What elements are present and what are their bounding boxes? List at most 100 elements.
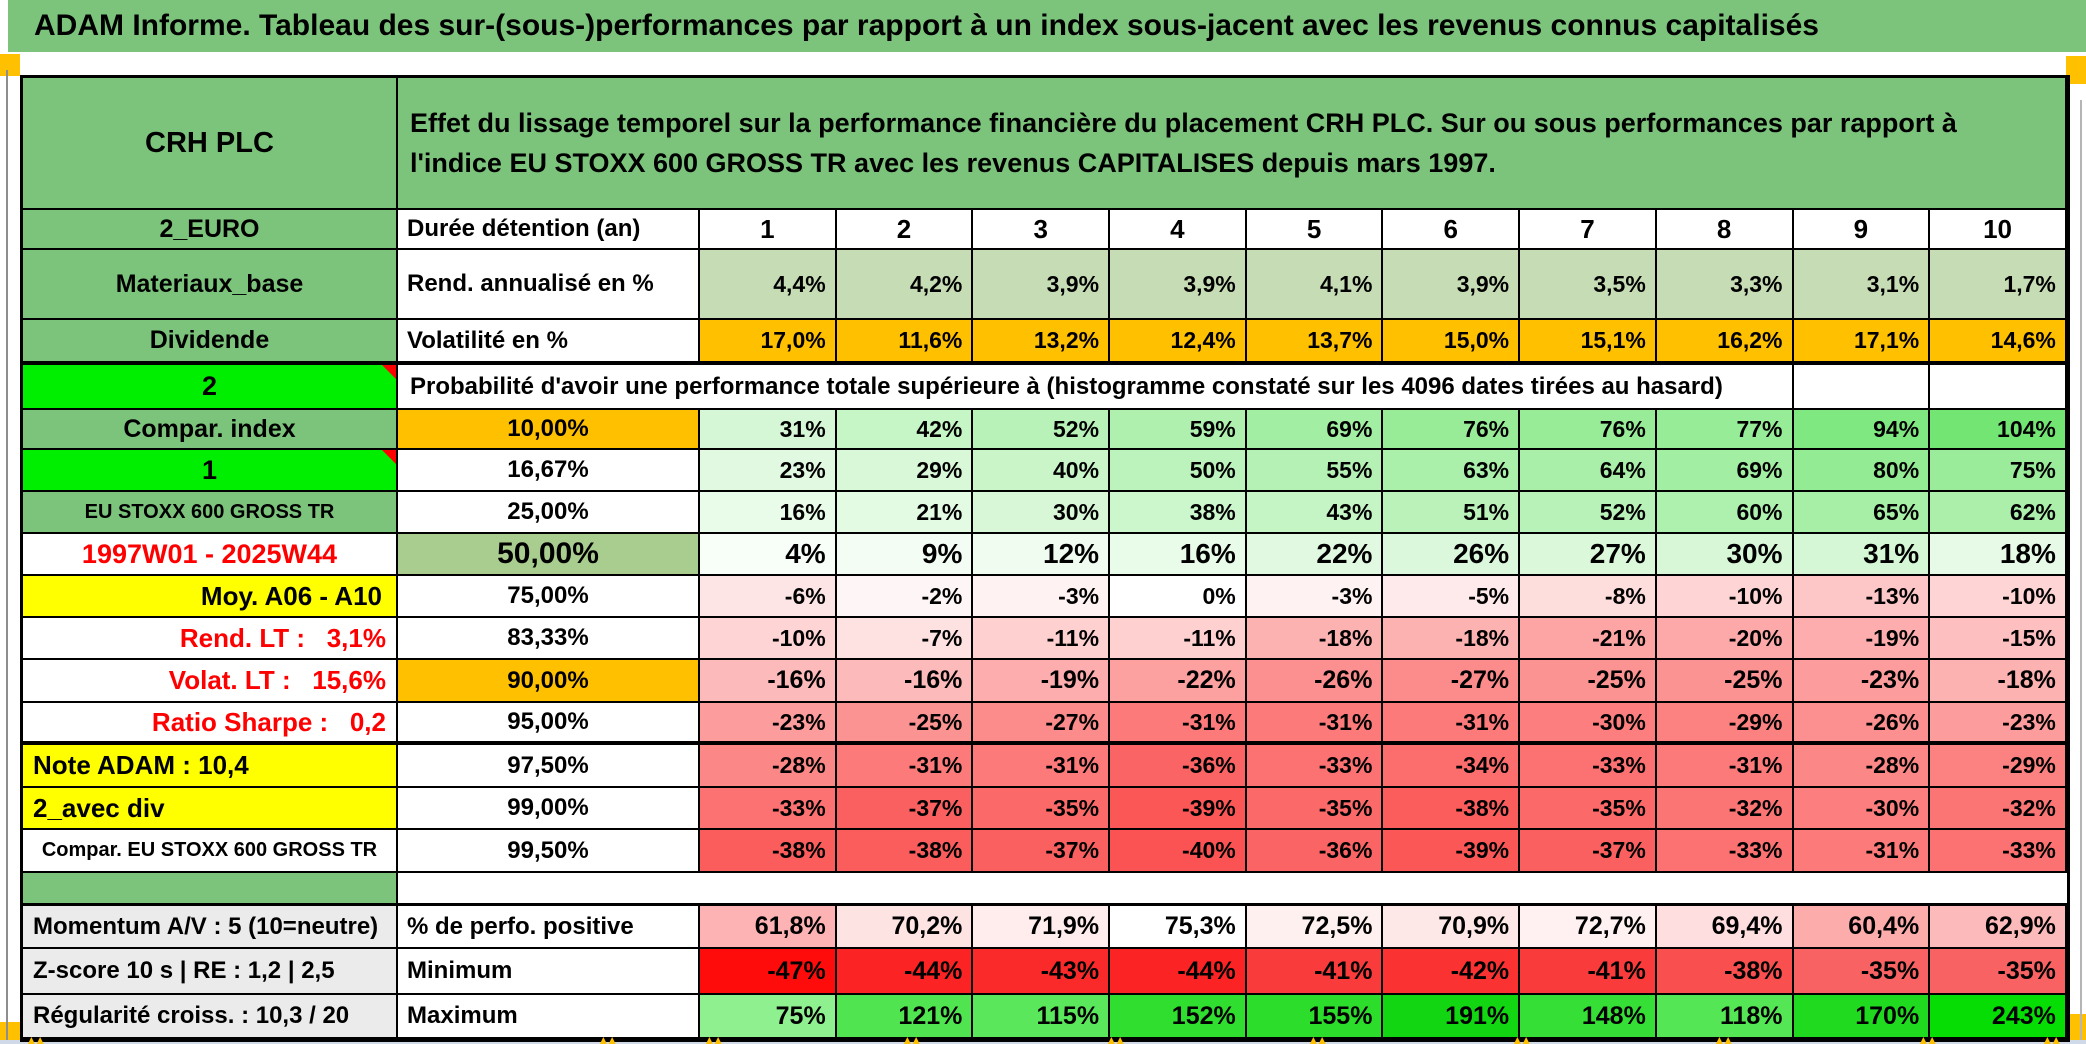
cell-p10-c2[interactable]: 42%: [836, 410, 974, 450]
cell-duree-c2[interactable]: 2: [836, 210, 974, 250]
cell-p90-c7[interactable]: -25%: [1520, 660, 1657, 703]
cell-p25-c1[interactable]: 16%: [700, 492, 837, 534]
cell-p97-c3[interactable]: -31%: [973, 745, 1111, 788]
cell-p10-c10[interactable]: 104%: [1930, 410, 2067, 450]
cell-p50-c3[interactable]: 12%: [973, 534, 1111, 576]
cell-volat-label[interactable]: Dividende: [23, 320, 398, 365]
cell-min-c3[interactable]: -43%: [973, 949, 1111, 995]
cell-p995-c1[interactable]: -38%: [700, 830, 837, 873]
cell-duree-c3[interactable]: 3: [973, 210, 1111, 250]
cell-rend-c4[interactable]: 3,9%: [1110, 250, 1247, 320]
cell-p25-c8[interactable]: 60%: [1656, 492, 1794, 534]
cell-min-c2[interactable]: -44%: [836, 949, 974, 995]
cell-p10-c7[interactable]: 76%: [1520, 410, 1657, 450]
cell-p75-c1[interactable]: -6%: [700, 576, 837, 618]
cell-p95-c6[interactable]: -31%: [1383, 703, 1521, 745]
cell-p95-sublabel[interactable]: 95,00%: [398, 703, 700, 745]
cell-p50-c2[interactable]: 9%: [836, 534, 974, 576]
cell-p97-c7[interactable]: -33%: [1520, 745, 1657, 788]
cell-p83-label[interactable]: Rend. LT : 3,1%: [23, 618, 398, 660]
cell-p50-c6[interactable]: 26%: [1383, 534, 1521, 576]
cell-p10-c1[interactable]: 31%: [700, 410, 837, 450]
cell-duree-c6[interactable]: 6: [1383, 210, 1521, 250]
cell-min-c7[interactable]: -41%: [1520, 949, 1657, 995]
cell-p25-c6[interactable]: 51%: [1383, 492, 1521, 534]
cell-p83-c3[interactable]: -11%: [973, 618, 1111, 660]
cell-volat-c7[interactable]: 15,1%: [1520, 320, 1657, 365]
cell-p25-c10[interactable]: 62%: [1930, 492, 2067, 534]
cell-perfo-c4[interactable]: 75,3%: [1110, 903, 1247, 949]
cell-rend-label[interactable]: Materiaux_base: [23, 250, 398, 320]
cell-p90-c4[interactable]: -22%: [1110, 660, 1247, 703]
cell-p75-c7[interactable]: -8%: [1520, 576, 1657, 618]
cell-p10-c5[interactable]: 69%: [1246, 410, 1384, 450]
cell-perfo-c3[interactable]: 71,9%: [973, 903, 1111, 949]
cell-p75-c3[interactable]: -3%: [973, 576, 1111, 618]
cell-p99-c2[interactable]: -37%: [836, 788, 974, 830]
cell-perfo-c5[interactable]: 72,5%: [1246, 903, 1384, 949]
cell-p97-c1[interactable]: -28%: [700, 745, 837, 788]
cell-rend-sublabel[interactable]: Rend. annualisé en %: [398, 250, 700, 320]
cell-rend-c10[interactable]: 1,7%: [1930, 250, 2067, 320]
cell-volat-c6[interactable]: 15,0%: [1383, 320, 1521, 365]
cell-p50-c8[interactable]: 30%: [1656, 534, 1794, 576]
cell-rend-c7[interactable]: 3,5%: [1520, 250, 1657, 320]
cell-p97-sublabel[interactable]: 97,50%: [398, 745, 700, 788]
cell-p99-c9[interactable]: -30%: [1793, 788, 1931, 830]
cell-duree-c7[interactable]: 7: [1520, 210, 1657, 250]
cell-p99-c6[interactable]: -38%: [1383, 788, 1521, 830]
cell-max-c3[interactable]: 115%: [973, 995, 1111, 1039]
cell-max-c9[interactable]: 170%: [1793, 995, 1931, 1039]
cell-perfo-label[interactable]: Momentum A/V : 5 (10=neutre): [23, 903, 398, 949]
cell-duree-sublabel[interactable]: Durée détention (an): [398, 210, 700, 250]
cell-p995-sublabel[interactable]: 99,50%: [398, 830, 700, 873]
cell-min-c6[interactable]: -42%: [1383, 949, 1521, 995]
cell-p90-c1[interactable]: -16%: [700, 660, 837, 703]
cell-p16-c7[interactable]: 64%: [1520, 450, 1657, 492]
cell-volat-c10[interactable]: 14,6%: [1930, 320, 2067, 365]
cell-p90-c8[interactable]: -25%: [1656, 660, 1794, 703]
cell-max-c7[interactable]: 148%: [1520, 995, 1657, 1039]
cell-p99-c8[interactable]: -32%: [1656, 788, 1794, 830]
cell-p16-c2[interactable]: 29%: [836, 450, 974, 492]
cell-perfo-c9[interactable]: 60,4%: [1793, 903, 1931, 949]
cell-p25-c7[interactable]: 52%: [1520, 492, 1657, 534]
cell-perfo-c7[interactable]: 72,7%: [1520, 903, 1657, 949]
cell-p25-c9[interactable]: 65%: [1793, 492, 1931, 534]
cell-min-label[interactable]: Z-score 10 s | RE : 1,2 | 2,5: [23, 949, 398, 995]
cell-prob-empty2[interactable]: [1930, 365, 2067, 410]
cell-volat-c8[interactable]: 16,2%: [1656, 320, 1794, 365]
cell-p995-c8[interactable]: -33%: [1656, 830, 1794, 873]
cell-p10-label[interactable]: Compar. index: [23, 410, 398, 450]
cell-p50-c5[interactable]: 22%: [1246, 534, 1384, 576]
cell-p99-label[interactable]: 2_avec div: [23, 788, 398, 830]
cell-p83-c9[interactable]: -19%: [1793, 618, 1931, 660]
cell-p995-c7[interactable]: -37%: [1520, 830, 1657, 873]
cell-p95-c5[interactable]: -31%: [1246, 703, 1384, 745]
cell-min-c8[interactable]: -38%: [1656, 949, 1794, 995]
cell-volat-c4[interactable]: 12,4%: [1110, 320, 1247, 365]
cell-prob-merged[interactable]: Probabilité d'avoir une performance tota…: [398, 365, 1794, 410]
cell-p10-c6[interactable]: 76%: [1383, 410, 1521, 450]
cell-p16-c10[interactable]: 75%: [1930, 450, 2067, 492]
cell-perfo-c1[interactable]: 61,8%: [700, 903, 837, 949]
cell-p83-c5[interactable]: -18%: [1246, 618, 1384, 660]
cell-p99-c3[interactable]: -35%: [973, 788, 1111, 830]
cell-p83-c6[interactable]: -18%: [1383, 618, 1521, 660]
cell-p25-c4[interactable]: 38%: [1110, 492, 1247, 534]
cell-p995-label[interactable]: Compar. EU STOXX 600 GROSS TR: [23, 830, 398, 873]
cell-p97-c4[interactable]: -36%: [1110, 745, 1247, 788]
cell-volat-c1[interactable]: 17,0%: [700, 320, 837, 365]
cell-duree-c9[interactable]: 9: [1793, 210, 1931, 250]
cell-rend-c8[interactable]: 3,3%: [1656, 250, 1794, 320]
sheet-title[interactable]: ADAM Informe. Tableau des sur-(sous-)per…: [8, 0, 2086, 52]
cell-rend-c3[interactable]: 3,9%: [973, 250, 1111, 320]
cell-p10-sublabel[interactable]: 10,00%: [398, 410, 700, 450]
cell-prob-label[interactable]: 2: [23, 365, 398, 410]
cell-p16-c6[interactable]: 63%: [1383, 450, 1521, 492]
cell-min-sublabel[interactable]: Minimum: [398, 949, 700, 995]
cell-p99-c5[interactable]: -35%: [1246, 788, 1384, 830]
cell-sep-label[interactable]: [23, 873, 398, 903]
cell-max-c10[interactable]: 243%: [1930, 995, 2067, 1039]
cell-p16-c1[interactable]: 23%: [700, 450, 837, 492]
